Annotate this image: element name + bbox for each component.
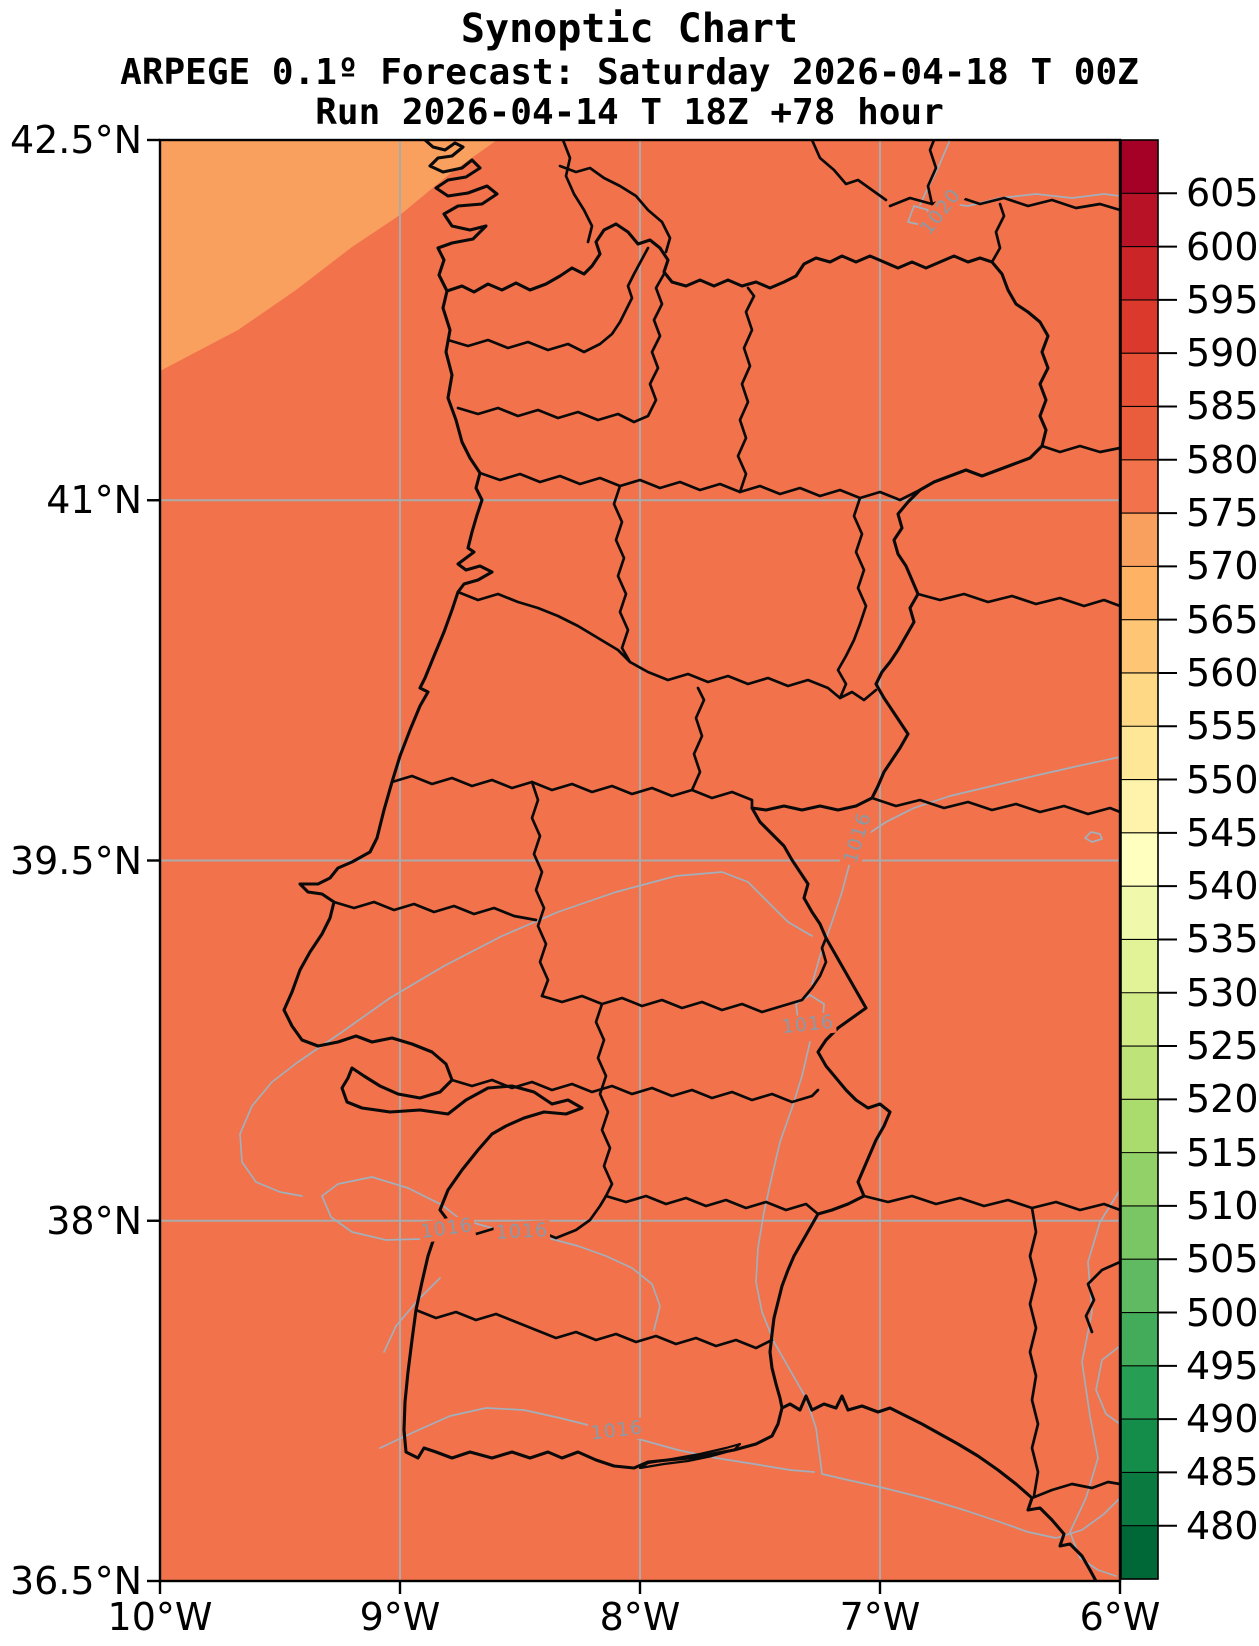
isobar-1016-south-branch: [755, 1041, 1120, 1539]
lat-tick-label: 41°N: [46, 478, 142, 523]
colorbar-cell: [1121, 672, 1158, 727]
colorbar-value-label: 485: [1186, 1450, 1259, 1495]
colorbar-cell: [1121, 619, 1158, 674]
isobar-1020-tail: [951, 193, 1120, 207]
lon-tick-label: 9°W: [359, 1595, 441, 1639]
lon-tick-label: 10°W: [107, 1595, 213, 1639]
lat-tick-label: 38°N: [46, 1198, 142, 1243]
colorbar-value-label: 590: [1186, 331, 1259, 376]
colorbar-value-label: 515: [1186, 1130, 1259, 1175]
colorbar-cells: [1121, 140, 1158, 1580]
ria-formosa-lagoon: [638, 1442, 742, 1470]
colorbar-cell: [1121, 353, 1158, 408]
colorbar-cell: [1121, 1046, 1158, 1100]
graticule-gridlines: [160, 140, 1120, 1581]
isobar-1016-right-edge-hook: [1095, 1345, 1120, 1425]
portugal-district-boundaries: [332, 246, 922, 1350]
colorbar-value-label: 605: [1186, 171, 1259, 216]
colorbar-value-label: 495: [1186, 1343, 1259, 1388]
portugal-spain-border-path: [445, 222, 1050, 1410]
colorbar-value-label: 505: [1186, 1237, 1259, 1282]
isobar-1016-west-arc-tail: [239, 1061, 303, 1197]
colorbar-value-label: 510: [1186, 1183, 1259, 1228]
isobar-1016-tiny-lens: [1084, 831, 1103, 843]
colorbar-cell: [1121, 1525, 1158, 1580]
lat-tick-label: 36.5°N: [9, 1559, 142, 1603]
coastline-path: [282, 140, 1098, 1581]
lon-tick-label: 8°W: [599, 1595, 681, 1639]
colorbar-value-label: 540: [1186, 864, 1259, 909]
colorbar-value-label: 535: [1186, 917, 1259, 962]
isobar-1016-main: [811, 756, 1120, 985]
colorbar-cell: [1121, 1152, 1158, 1207]
colorbar-cell: [1121, 1419, 1158, 1474]
colorbar-value-label: 595: [1186, 277, 1259, 322]
axis-tick-marks: [147, 138, 1122, 1594]
colorbar-cell: [1121, 1312, 1158, 1367]
colorbar-cell: [1121, 1099, 1158, 1154]
colorbar-value-label: 570: [1186, 544, 1259, 589]
chart-title: Synoptic Chart: [460, 6, 799, 52]
colorbar-frame: [1120, 139, 1159, 1580]
lon-tick-label: 6°W: [1079, 1595, 1161, 1639]
colorbar-cell: [1121, 1472, 1158, 1527]
colorbar-cell: [1121, 992, 1158, 1047]
colorbar-cell: [1121, 140, 1158, 194]
colorbar-cell: [1121, 566, 1158, 621]
colorbar-value-label: 575: [1186, 491, 1259, 536]
colorbar-value-label: 520: [1186, 1077, 1259, 1122]
colorbar-tick-marks: [1121, 192, 1177, 1527]
colorbar-value-label: 545: [1186, 810, 1259, 855]
lat-tick-label: 39.5°N: [9, 838, 142, 883]
colorbar-value-label: 585: [1186, 384, 1259, 429]
chart-subtitle-run: Run 2026-04-14 T 18Z +78 hour: [315, 92, 944, 133]
colorbar-cell: [1121, 513, 1158, 567]
field-fill-light-northwest: [160, 140, 497, 371]
colorbar-cell: [1121, 886, 1158, 941]
isobar-label-1016: 1016: [493, 1219, 551, 1244]
colorbar-value-label: 500: [1186, 1290, 1259, 1335]
colorbar-value-label: 550: [1186, 757, 1259, 802]
colorbar-cell: [1121, 939, 1158, 994]
colorbar-value-label: 530: [1186, 970, 1259, 1015]
colorbar-value-label: 560: [1186, 650, 1259, 695]
colorbar-cell: [1121, 406, 1158, 461]
colorbar-value-label: 555: [1186, 704, 1259, 749]
lon-tick-label: 7°W: [839, 1595, 921, 1639]
colorbar-value-label: 600: [1186, 224, 1259, 269]
colorbar-value-label: 525: [1186, 1024, 1259, 1069]
colorbar-value-label: 490: [1186, 1397, 1259, 1442]
geography-lines: [282, 140, 1120, 1581]
chart-subtitle-forecast: ARPEGE 0.1º Forecast: Saturday 2026-04-1…: [120, 52, 1139, 93]
colorbar-value-label: 580: [1186, 437, 1259, 482]
isobar-1016-west-arc: [297, 871, 813, 1063]
spain-province-boundaries: [558, 140, 1120, 1500]
colorbar-cell: [1121, 459, 1158, 514]
colorbar-cell: [1121, 246, 1158, 301]
colorbar-value-label: 480: [1186, 1503, 1259, 1548]
colorbar-cell: [1121, 1365, 1158, 1420]
colorbar-cell: [1121, 726, 1158, 781]
colorbar-value-label: 565: [1186, 597, 1259, 642]
colorbar-cell: [1121, 832, 1158, 887]
colorbar-cell: [1121, 193, 1158, 248]
colorbar-cell: [1121, 1259, 1158, 1314]
colorbar-cell: [1121, 299, 1158, 354]
colorbar-cell: [1121, 779, 1158, 834]
isobar-1016-lens-drop: [383, 1277, 441, 1353]
lat-tick-label: 42.5°N: [9, 118, 142, 162]
colorbar-cell: [1121, 1205, 1158, 1260]
